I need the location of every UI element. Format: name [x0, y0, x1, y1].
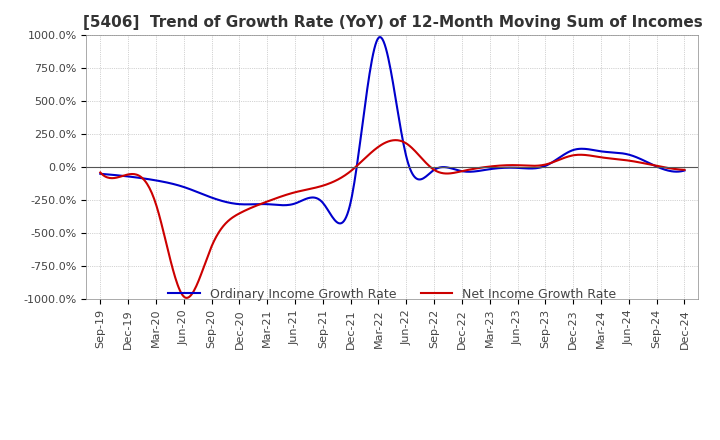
Net Income Growth Rate	[415, 152, 423, 158]
Ordinary Income Growth Rate	[668, 169, 677, 174]
Ordinary Income Growth Rate	[415, 177, 423, 182]
Ordinary Income Growth Rate	[577, 146, 586, 151]
Title: [5406]  Trend of Growth Rate (YoY) of 12-Month Moving Sum of Incomes: [5406] Trend of Growth Rate (YoY) of 12-…	[83, 15, 702, 30]
Net Income Growth Rate	[446, 171, 454, 176]
Net Income Growth Rate	[96, 170, 104, 175]
Net Income Growth Rate	[378, 142, 387, 147]
Net Income Growth Rate	[183, 295, 192, 301]
Ordinary Income Growth Rate	[96, 171, 104, 176]
Net Income Growth Rate	[668, 166, 677, 171]
Net Income Growth Rate	[374, 144, 383, 149]
Line: Ordinary Income Growth Rate: Ordinary Income Growth Rate	[100, 37, 685, 224]
Legend: Ordinary Income Growth Rate, Net Income Growth Rate: Ordinary Income Growth Rate, Net Income …	[163, 283, 621, 306]
Net Income Growth Rate	[577, 152, 586, 158]
Ordinary Income Growth Rate	[376, 34, 384, 40]
Ordinary Income Growth Rate	[379, 39, 388, 44]
Net Income Growth Rate	[680, 167, 689, 172]
Ordinary Income Growth Rate	[374, 35, 383, 40]
Ordinary Income Growth Rate	[446, 165, 454, 171]
Ordinary Income Growth Rate	[680, 168, 689, 173]
Line: Net Income Growth Rate: Net Income Growth Rate	[100, 140, 685, 298]
Ordinary Income Growth Rate	[336, 221, 345, 226]
Net Income Growth Rate	[391, 138, 400, 143]
